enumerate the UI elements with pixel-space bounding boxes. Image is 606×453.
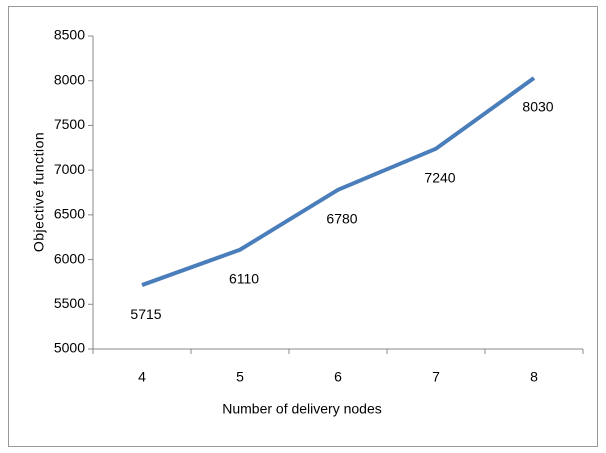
data-label: 5715 <box>130 306 161 322</box>
data-label: 6110 <box>229 270 259 286</box>
chart-frame <box>8 6 598 447</box>
y-tick-label: 5500 <box>54 295 85 311</box>
y-tick-label: 6500 <box>54 206 85 222</box>
y-tick-label: 8500 <box>54 27 85 43</box>
line-series <box>141 76 536 287</box>
x-tick-label: 6 <box>334 369 342 385</box>
data-label: 8030 <box>522 99 553 115</box>
y-axis-label: Objective function <box>31 132 47 252</box>
x-tick-label: 4 <box>138 369 146 385</box>
y-tick-label: 7500 <box>54 116 85 132</box>
x-tick-label: 7 <box>432 369 440 385</box>
y-tick-label: 8000 <box>54 71 85 87</box>
x-axis-label: Number of delivery nodes <box>222 401 382 417</box>
data-label: 6780 <box>326 211 357 227</box>
y-tick-label: 7000 <box>54 161 85 177</box>
data-label: 7240 <box>424 169 455 185</box>
y-tick-label: 6000 <box>54 250 85 266</box>
x-tick-label: 5 <box>236 369 244 385</box>
y-tick-label: 5000 <box>54 340 85 356</box>
x-tick-label: 8 <box>530 369 538 385</box>
